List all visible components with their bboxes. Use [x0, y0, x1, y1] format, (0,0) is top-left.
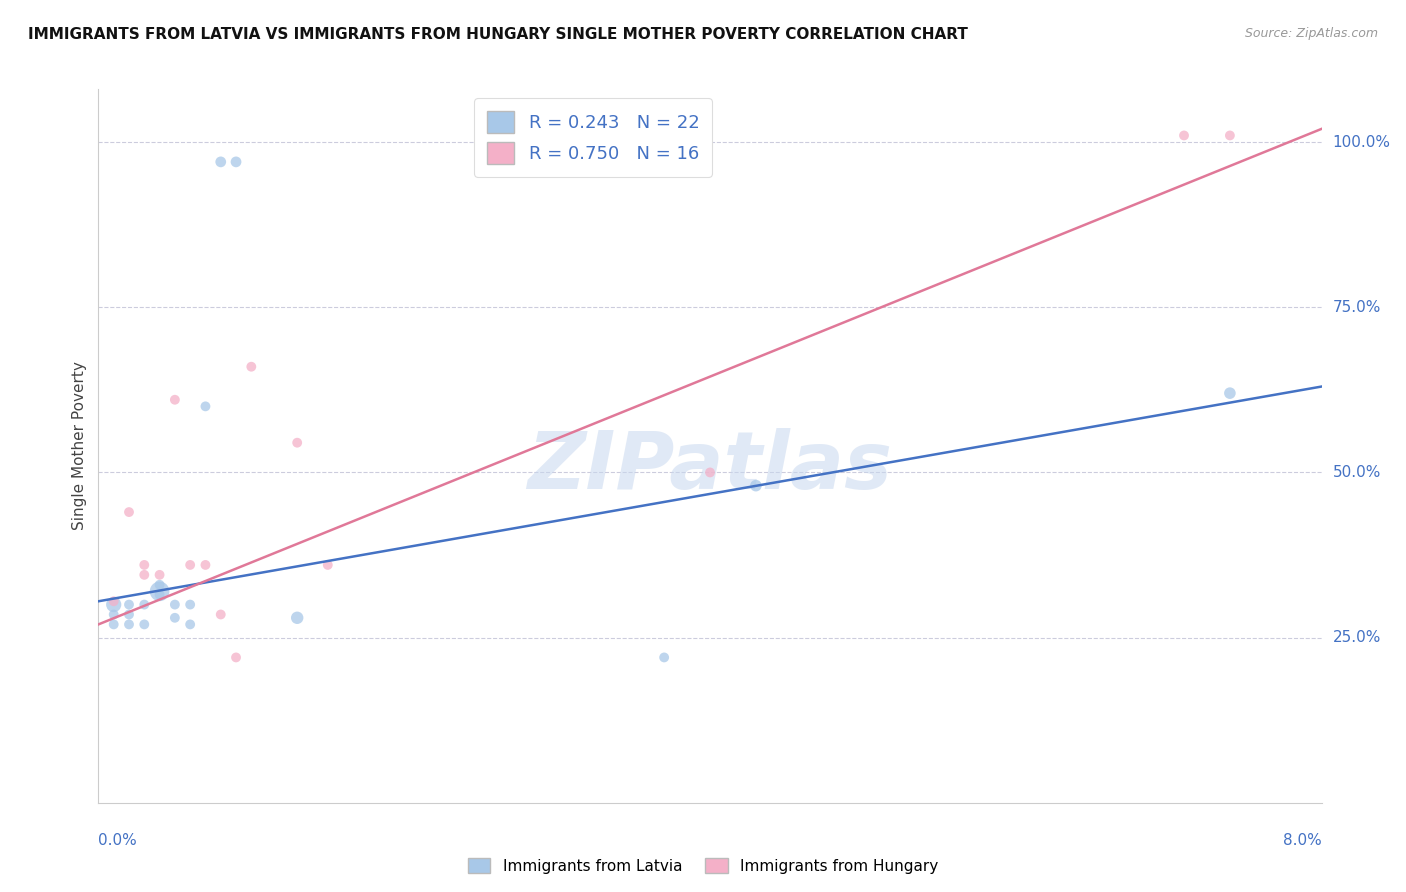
Point — [652, 650, 675, 665]
Legend: Immigrants from Latvia, Immigrants from Hungary: Immigrants from Latvia, Immigrants from … — [461, 852, 945, 880]
Point — [163, 598, 186, 612]
Point — [209, 607, 232, 622]
Point — [103, 594, 125, 608]
Point — [209, 154, 232, 169]
Point — [118, 607, 141, 622]
Point — [118, 505, 141, 519]
Point — [149, 578, 172, 592]
Point — [316, 558, 339, 572]
Text: 0.0%: 0.0% — [98, 833, 138, 848]
Text: 75.0%: 75.0% — [1333, 300, 1381, 315]
Text: IMMIGRANTS FROM LATVIA VS IMMIGRANTS FROM HUNGARY SINGLE MOTHER POVERTY CORRELAT: IMMIGRANTS FROM LATVIA VS IMMIGRANTS FRO… — [28, 27, 967, 42]
Point — [134, 567, 156, 582]
Text: 100.0%: 100.0% — [1333, 135, 1391, 150]
Text: 8.0%: 8.0% — [1282, 833, 1322, 848]
Point — [1173, 128, 1195, 143]
Point — [149, 588, 172, 602]
Point — [285, 435, 308, 450]
Point — [194, 558, 217, 572]
Point — [149, 584, 172, 599]
Point — [134, 617, 156, 632]
Point — [103, 607, 125, 622]
Point — [118, 617, 141, 632]
Point — [194, 400, 217, 414]
Point — [163, 392, 186, 407]
Point — [699, 466, 721, 480]
Point — [134, 598, 156, 612]
Text: ZIPatlas: ZIPatlas — [527, 428, 893, 507]
Point — [134, 558, 156, 572]
Point — [118, 598, 141, 612]
Point — [285, 611, 308, 625]
Point — [240, 359, 263, 374]
Point — [225, 154, 247, 169]
Legend: R = 0.243   N = 22, R = 0.750   N = 16: R = 0.243 N = 22, R = 0.750 N = 16 — [474, 98, 711, 177]
Point — [1219, 386, 1241, 401]
Text: 25.0%: 25.0% — [1333, 630, 1381, 645]
Point — [179, 558, 201, 572]
Text: 50.0%: 50.0% — [1333, 465, 1381, 480]
Y-axis label: Single Mother Poverty: Single Mother Poverty — [72, 361, 87, 531]
Point — [179, 617, 201, 632]
Point — [163, 611, 186, 625]
Text: Source: ZipAtlas.com: Source: ZipAtlas.com — [1244, 27, 1378, 40]
Point — [103, 598, 125, 612]
Point — [149, 567, 172, 582]
Point — [103, 617, 125, 632]
Point — [179, 598, 201, 612]
Point — [1219, 128, 1241, 143]
Point — [745, 478, 768, 492]
Point — [225, 650, 247, 665]
